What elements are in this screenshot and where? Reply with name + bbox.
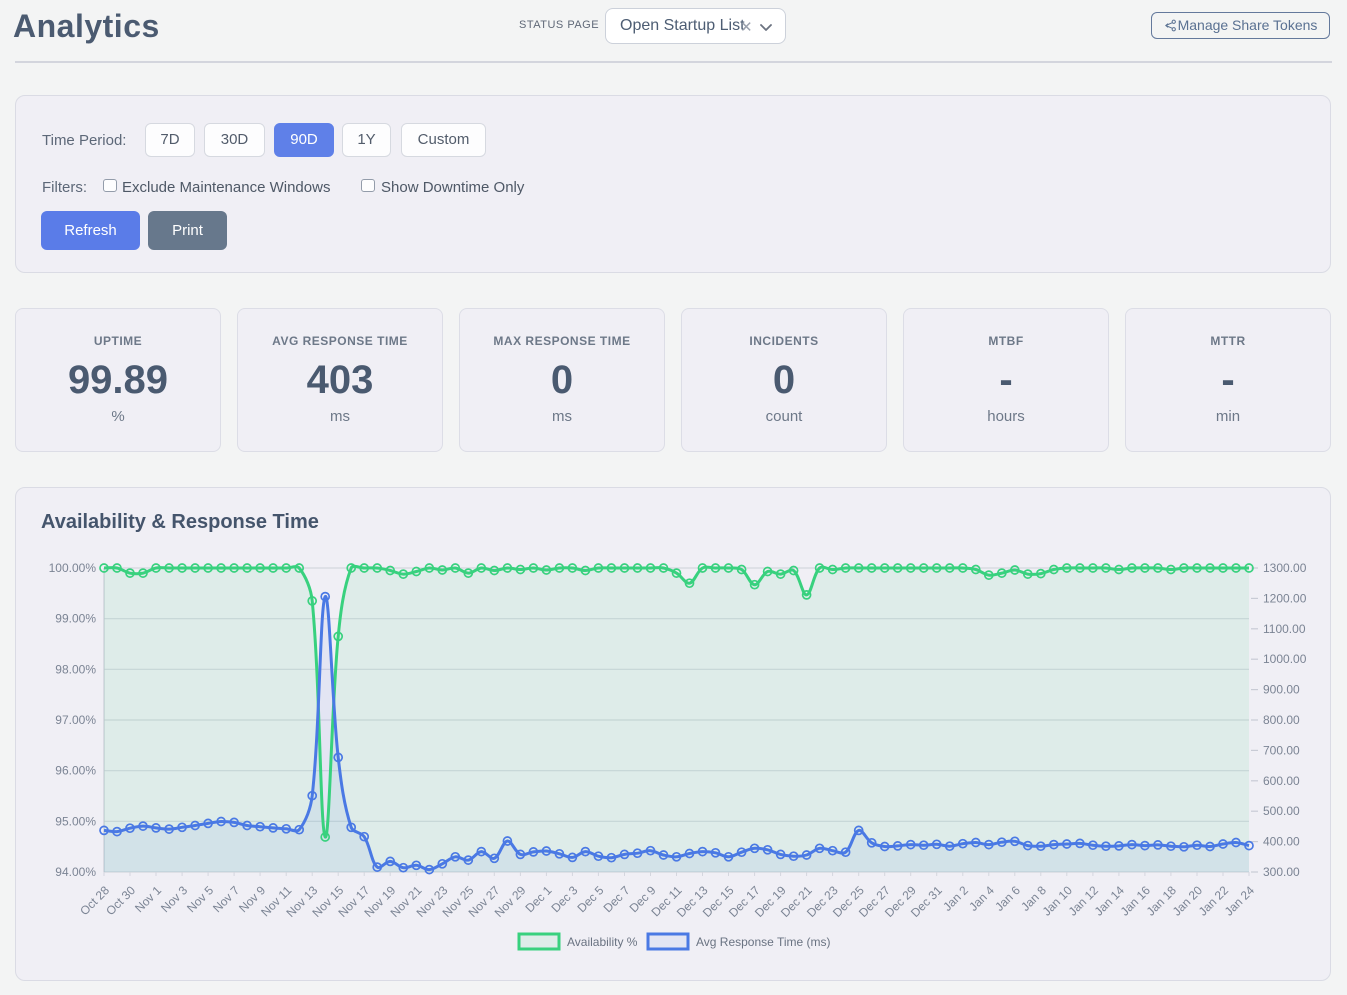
svg-text:Nov 5: Nov 5 [184,883,216,915]
svg-text:Oct 30: Oct 30 [103,883,138,918]
svg-text:Availability %: Availability % [567,935,638,949]
svg-text:Dec 3: Dec 3 [548,883,580,915]
svg-text:Jan 4: Jan 4 [966,883,997,914]
svg-text:600.00: 600.00 [1263,774,1300,788]
svg-text:400.00: 400.00 [1263,835,1300,849]
svg-text:Dec 1: Dec 1 [522,883,554,915]
svg-text:Nov 7: Nov 7 [210,883,242,915]
svg-text:100.00%: 100.00% [49,561,97,575]
svg-text:Nov 3: Nov 3 [158,883,190,915]
svg-text:98.00%: 98.00% [55,662,96,676]
svg-text:900.00: 900.00 [1263,683,1300,697]
svg-text:300.00: 300.00 [1263,865,1300,879]
svg-text:500.00: 500.00 [1263,804,1300,818]
svg-text:96.00%: 96.00% [55,764,96,778]
svg-text:Nov 1: Nov 1 [132,883,164,915]
svg-text:Jan 2: Jan 2 [940,883,971,914]
svg-text:97.00%: 97.00% [55,713,96,727]
svg-text:95.00%: 95.00% [55,814,96,828]
svg-text:1100.00: 1100.00 [1263,622,1306,636]
svg-text:94.00%: 94.00% [55,865,96,879]
svg-text:1300.00: 1300.00 [1263,561,1307,575]
svg-text:700.00: 700.00 [1263,743,1300,757]
svg-text:Dec 7: Dec 7 [601,883,633,915]
svg-text:1000.00: 1000.00 [1263,652,1307,666]
svg-text:Jan 6: Jan 6 [992,883,1023,914]
svg-text:800.00: 800.00 [1263,713,1300,727]
svg-text:1200.00: 1200.00 [1263,591,1307,605]
svg-text:Dec 5: Dec 5 [574,883,606,915]
svg-text:Avg Response Time (ms): Avg Response Time (ms) [696,935,831,949]
svg-text:Jan 24: Jan 24 [1222,883,1258,919]
svg-text:99.00%: 99.00% [55,612,96,626]
